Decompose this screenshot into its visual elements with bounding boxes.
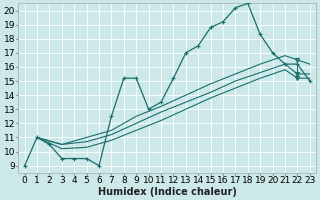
X-axis label: Humidex (Indice chaleur): Humidex (Indice chaleur): [98, 187, 237, 197]
